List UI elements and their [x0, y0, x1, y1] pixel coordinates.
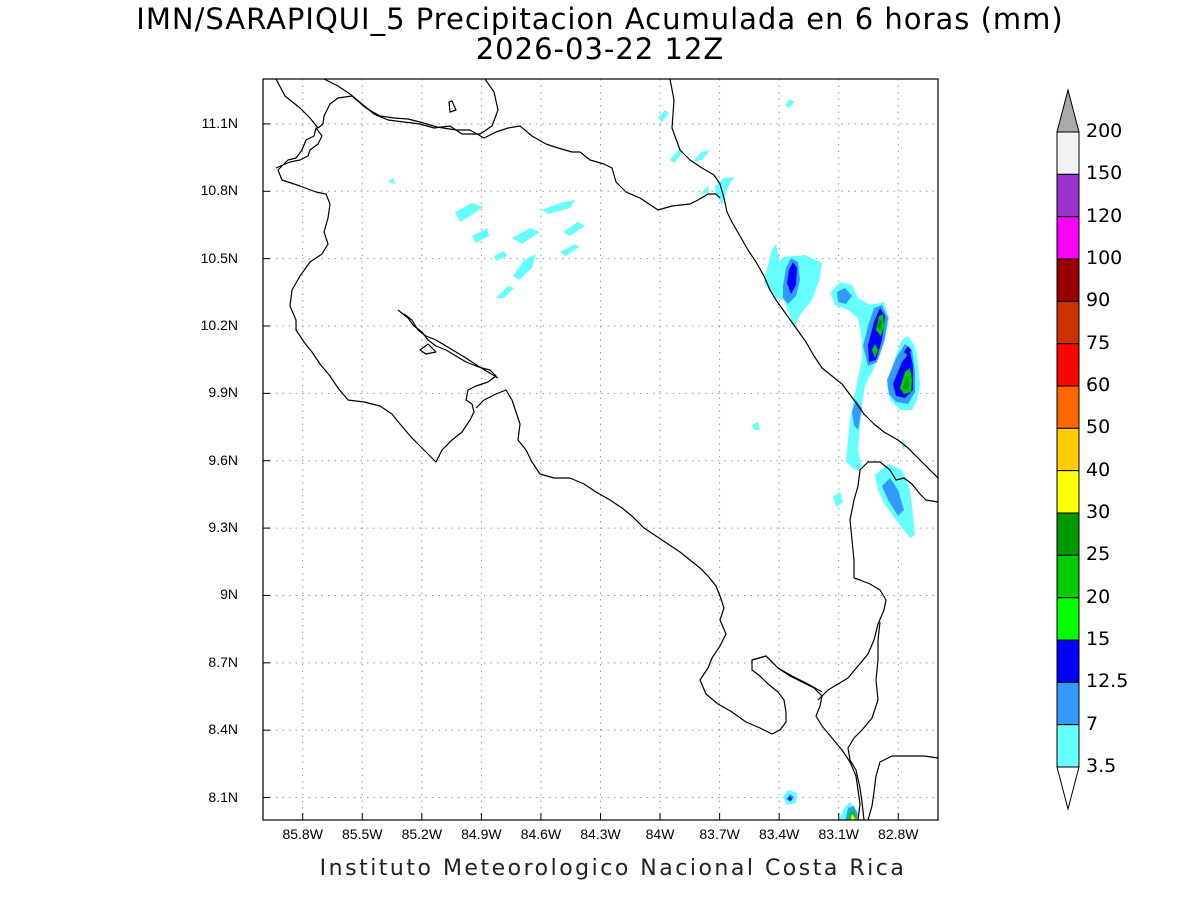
lon-label: 85.5W — [342, 826, 383, 842]
colorbar-label: 90 — [1086, 289, 1111, 312]
colorbar-swatch — [1056, 681, 1080, 726]
colorbar-swatch — [1056, 639, 1080, 683]
nicaragua-coast-border — [275, 79, 721, 211]
lon-label: 85.2W — [401, 826, 443, 842]
colorbar-swatch — [1056, 512, 1080, 556]
institution-credit: Instituto Meteorologico Nacional Costa R… — [319, 856, 907, 881]
precip-darkgreen — [877, 318, 909, 390]
colorbar-swatch — [1056, 427, 1080, 472]
lon-label: 85.8W — [282, 826, 323, 842]
nicoya-gulf-island — [419, 343, 437, 355]
lat-label: 10.2N — [200, 317, 238, 333]
map-title: IMN/SARAPIQUI_5 Precipitacion Acumulada … — [136, 2, 1064, 36]
lat-label: 8.1N — [208, 788, 238, 805]
colorbar-label: 15 — [1086, 628, 1111, 650]
colorbar-under-arrow — [1056, 766, 1080, 811]
lat-label: 9.6N — [208, 451, 238, 468]
osa-peninsula — [751, 655, 823, 693]
colorbar-label: 40 — [1086, 458, 1111, 481]
lon-label: 83.7W — [699, 826, 740, 842]
lat-label: 11.1N — [201, 114, 238, 131]
colorbar-label: 30 — [1086, 501, 1111, 523]
precip-yellow — [850, 814, 855, 820]
nicaragua-inland-coast — [323, 79, 499, 135]
colorbar-label: 25 — [1086, 543, 1111, 566]
colorbar-swatch — [1056, 554, 1080, 599]
lake-islet — [448, 100, 457, 113]
colorbar-swatch — [1056, 597, 1080, 641]
panama-pacific-coast — [867, 755, 938, 820]
colorbar-swatch — [1056, 216, 1080, 260]
colorbar-swatch — [1056, 173, 1080, 218]
lon-label: 84.9W — [461, 826, 502, 842]
colorbar-label: 60 — [1086, 374, 1111, 396]
colorbar-swatch — [1056, 258, 1080, 302]
axis-ticks — [263, 123, 899, 820]
precip-shading — [388, 99, 920, 820]
colorbar-label: 200 — [1086, 120, 1123, 142]
lat-label: 10.8N — [200, 182, 238, 199]
colorbar-swatch — [1056, 131, 1080, 175]
lon-label: 82.8W — [878, 826, 919, 842]
map-datetime: 2026-03-22 12Z — [475, 32, 725, 66]
colorbar-label: 3.5 — [1086, 755, 1117, 777]
lat-label: 9N — [220, 586, 238, 603]
colorbar-swatch — [1056, 724, 1080, 768]
caribbean-coast — [669, 79, 938, 479]
colorbar-swatch — [1056, 470, 1080, 514]
colorbar-label: 100 — [1086, 247, 1123, 269]
colorbar-swatch — [1056, 385, 1080, 429]
colorbar-label: 120 — [1086, 204, 1123, 227]
colorbar-swatch — [1056, 343, 1080, 387]
lon-label: 84W — [645, 826, 675, 842]
colorbar-over-arrow — [1056, 88, 1080, 133]
lon-label: 84.6W — [520, 826, 562, 842]
lat-label: 8.4N — [208, 721, 238, 738]
graticule — [263, 79, 938, 820]
colorbar-label: 75 — [1086, 331, 1111, 354]
colorbar-label: 50 — [1086, 416, 1111, 439]
colorbar-label: 12.5 — [1086, 670, 1129, 693]
colorbar-label: 7 — [1086, 712, 1099, 735]
lat-label: 9.9N — [208, 384, 238, 401]
coastline-and-borders — [275, 79, 938, 820]
lat-label: 8.7N — [208, 653, 238, 670]
lat-label: 9.3N — [208, 519, 238, 536]
nicoya-gulf-inner — [403, 313, 499, 379]
lon-label: 84.3W — [580, 826, 621, 842]
colorbar — [1056, 88, 1080, 811]
colorbar-label: 150 — [1086, 162, 1123, 185]
pacific-central-coast — [475, 389, 861, 820]
pacific-nicoya-coast — [275, 127, 497, 463]
lon-label: 83.1W — [818, 826, 859, 842]
lon-label: 83.4W — [758, 826, 800, 842]
colorbar-label: 20 — [1086, 585, 1111, 608]
burica-coast — [847, 621, 881, 820]
lat-label: 10.5N — [200, 249, 238, 266]
colorbar-swatch — [1056, 300, 1080, 345]
golfito-coast — [817, 577, 887, 701]
panama-border — [849, 461, 938, 578]
